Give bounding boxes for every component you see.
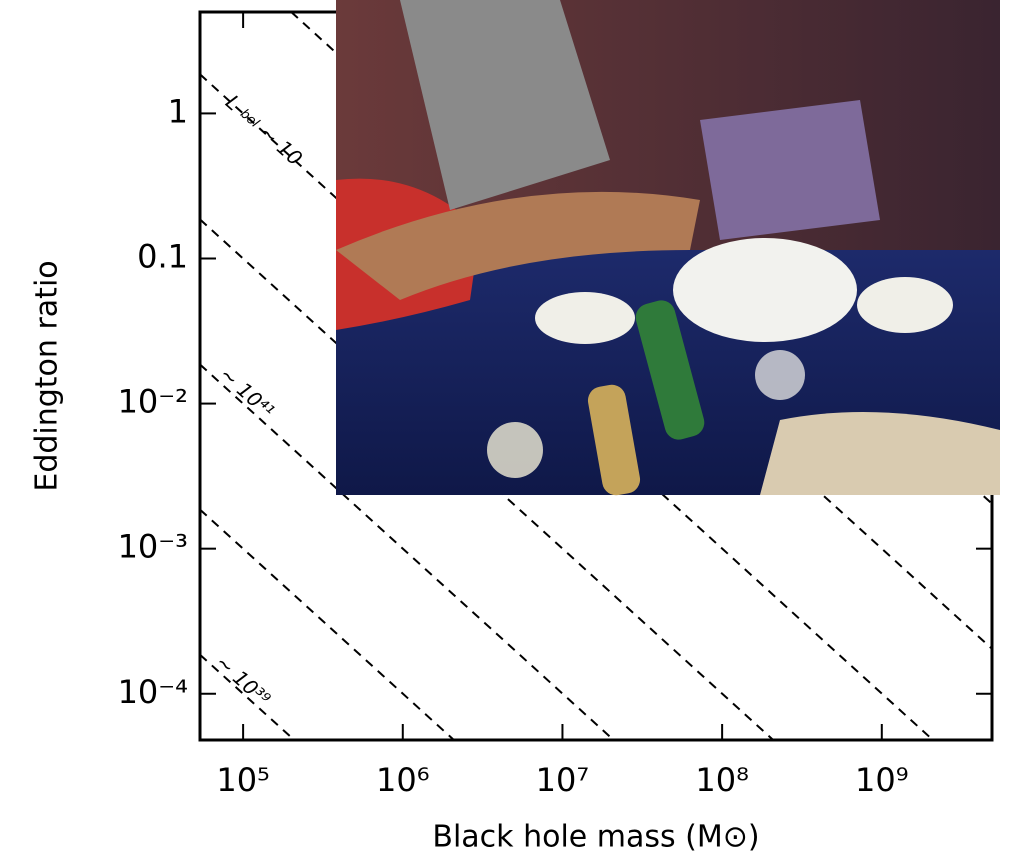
x-tick-label: 10⁶ bbox=[376, 761, 430, 799]
x-tick-label: 10⁷ bbox=[536, 761, 590, 799]
y-tick-label: 10⁻³ bbox=[118, 528, 188, 566]
chart: Black hole mass (M⊙) Eddington ratio 10⁵… bbox=[0, 0, 1011, 863]
glass bbox=[487, 422, 543, 478]
y-tick-label: 10⁻² bbox=[118, 383, 188, 421]
glass bbox=[755, 350, 805, 400]
y-tick-label: 1 bbox=[168, 92, 188, 130]
y-tick-label: 10⁻⁴ bbox=[118, 673, 188, 711]
x-tick-label: 10⁸ bbox=[695, 761, 749, 799]
bread-basket bbox=[760, 412, 1000, 495]
annotation: ~ 10³⁹ bbox=[211, 650, 275, 711]
plate bbox=[535, 292, 635, 344]
y-axis-label: Eddington ratio bbox=[30, 260, 65, 491]
photo-overlay bbox=[336, 0, 1000, 497]
x-tick-label: 10⁹ bbox=[855, 761, 909, 799]
annotations: L bol ~ 10 ~ 10⁴¹ ~ 10³⁹ bbox=[211, 90, 307, 711]
plate bbox=[673, 238, 857, 342]
annotation: ~ 10⁴¹ bbox=[215, 362, 279, 423]
purple-dress bbox=[700, 100, 880, 240]
x-tick-label: 10⁵ bbox=[216, 761, 270, 799]
y-tick-label: 0.1 bbox=[137, 237, 188, 275]
dashed-line bbox=[200, 510, 454, 740]
plate bbox=[857, 277, 953, 333]
x-axis-label: Black hole mass (M⊙) bbox=[432, 820, 759, 855]
annotation: ~ 10 bbox=[255, 120, 307, 170]
